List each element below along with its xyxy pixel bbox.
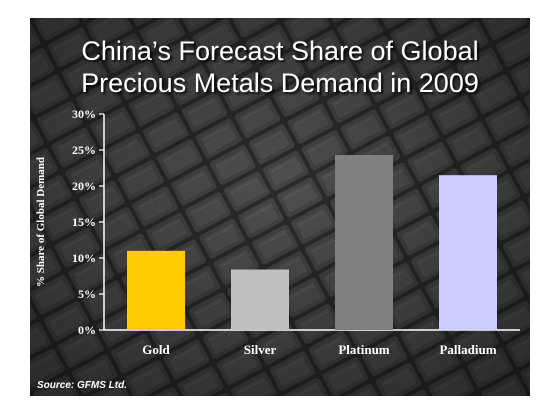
y-tick-label: 15% — [72, 215, 96, 229]
y-tick-label: 10% — [72, 251, 96, 265]
y-tick-label: 30% — [72, 107, 96, 121]
chart-title-line-1: China’s Forecast Share of Global — [81, 36, 479, 66]
chart-bars — [127, 155, 497, 330]
bar-gold — [127, 250, 185, 330]
x-tick-label: Silver — [244, 342, 277, 357]
y-tick-label: 0% — [78, 323, 96, 337]
chart-title-line-2: Precious Metals Demand in 2009 — [81, 68, 479, 98]
bar-platinum — [335, 155, 393, 330]
source-note: Source: GFMS Ltd. — [37, 380, 127, 391]
x-tick-label: Gold — [142, 342, 170, 357]
chart-labels: 0% 5% 10% 15% 20% 25% 30% % Share of Global Dem… — [35, 107, 497, 357]
bar-silver — [231, 269, 289, 330]
x-tick-label: Platinum — [338, 342, 389, 357]
chart-slide: China’s Forecast Share of Global Preciou… — [30, 18, 530, 396]
bar-chart: 0% 5% 10% 15% 20% 25% 30% % Share of Global Dem… — [35, 107, 520, 357]
y-tick-label: 5% — [78, 287, 96, 301]
y-axis-label: % Share of Global Demand — [35, 157, 47, 287]
bar-palladium — [439, 175, 497, 330]
y-tick-label: 20% — [72, 179, 96, 193]
x-tick-label: Palladium — [439, 342, 496, 357]
y-tick-label: 25% — [72, 143, 96, 157]
